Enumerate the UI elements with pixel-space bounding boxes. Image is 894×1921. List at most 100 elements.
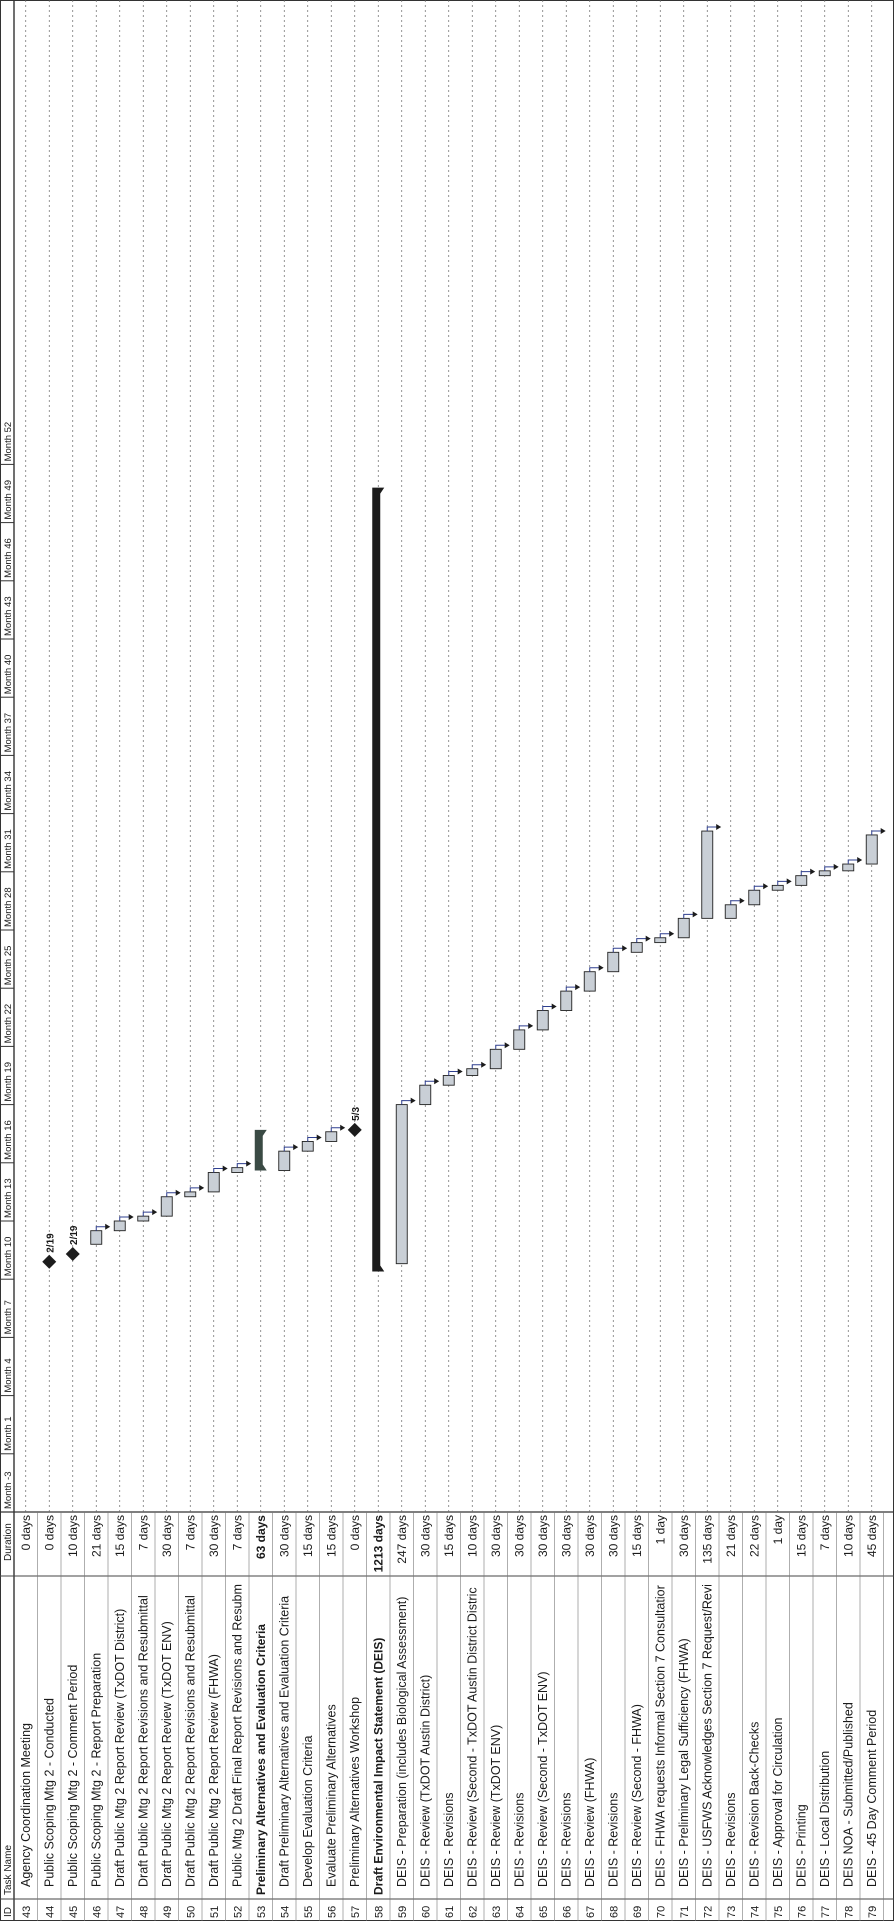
task-duration: 30 days <box>418 1515 432 1557</box>
task-name: DEIS NOA - Submitted/Published <box>841 1702 855 1887</box>
task-name: DEIS - Review (Second - FHWA) <box>630 1704 644 1887</box>
timescale-label: Month 22 <box>3 1004 14 1044</box>
dependency-link <box>871 830 885 835</box>
task-name: DEIS - Revisions <box>724 1793 738 1887</box>
task-id: 65 <box>538 1906 550 1918</box>
link-arrow <box>786 878 792 885</box>
timescale-label: Month 10 <box>3 1237 14 1277</box>
task-bar <box>536 1010 549 1031</box>
task-bar <box>513 1029 526 1050</box>
timescale-label: Month 7 <box>3 1300 14 1334</box>
dependency-link <box>683 913 697 919</box>
link-arrow <box>340 1124 346 1131</box>
milestone-label: 2/19 <box>69 1225 80 1245</box>
task-id: 55 <box>303 1906 315 1918</box>
task-bar <box>466 1068 479 1076</box>
task-duration: 15 days <box>794 1515 808 1557</box>
task-id: 51 <box>209 1906 221 1918</box>
dependency-link <box>142 1211 157 1217</box>
task-duration: 63 days <box>254 1515 268 1559</box>
task-id: 67 <box>585 1906 597 1918</box>
link-arrow <box>669 930 675 937</box>
task-bar <box>842 863 855 872</box>
task-id: 68 <box>608 1906 620 1918</box>
task-duration: 30 days <box>207 1515 221 1557</box>
task-bar <box>677 917 690 939</box>
link-arrow <box>810 868 816 875</box>
task-id: 45 <box>68 1906 80 1918</box>
task-name: DEIS - Printing <box>794 1804 808 1887</box>
task-id: 44 <box>44 1906 56 1918</box>
dependency-link <box>471 1064 486 1069</box>
task-duration: 30 days <box>606 1515 620 1557</box>
dependency-link <box>495 1044 509 1050</box>
link-arrow <box>246 1160 252 1167</box>
task-duration: 22 days <box>747 1515 761 1557</box>
link-arrow <box>222 1165 228 1172</box>
task-id: 63 <box>491 1906 503 1918</box>
task-name: Draft Public Mtg 2 Report Review (FHWA) <box>207 1654 221 1887</box>
task-duration: 45 days <box>865 1515 879 1557</box>
dependency-link <box>95 1226 110 1231</box>
task-bar <box>560 990 573 1011</box>
task-id: 79 <box>867 1906 879 1918</box>
task-id: 64 <box>514 1906 526 1918</box>
task-name: DEIS - Preliminary Legal Sufficiency (FH… <box>677 1638 691 1887</box>
task-name: DEIS - Review (Second - TxDOT ENV) <box>536 1671 550 1887</box>
task-name: Preliminary Alternatives Workshop <box>348 1697 362 1887</box>
link-arrow <box>692 911 698 918</box>
task-id: 58 <box>373 1906 385 1918</box>
dependency-link <box>824 866 838 871</box>
task-duration: 135 days <box>700 1515 714 1564</box>
link-arrow <box>551 1003 557 1010</box>
task-name: DEIS - Review (FHWA) <box>583 1758 597 1887</box>
task-name: DEIS - Review (TxDOT ENV) <box>489 1725 503 1887</box>
dependency-link <box>189 1187 204 1192</box>
task-duration: 15 days <box>630 1515 644 1557</box>
task-name: Draft Public Mtg 2 Report Revisions and … <box>183 1595 197 1887</box>
milestone-diamond <box>42 1254 57 1269</box>
timescale-label: Month 25 <box>3 946 14 986</box>
timescale-label: Month 1 <box>3 1416 14 1450</box>
link-arrow <box>175 1189 181 1196</box>
task-id: 66 <box>561 1906 573 1918</box>
task-bar <box>583 971 596 992</box>
link-arrow <box>434 1078 440 1085</box>
task-name: DEIS - Review (Second - TxDOT Austin Dis… <box>465 1587 479 1887</box>
task-duration: 7 days <box>136 1515 150 1550</box>
task-bar <box>419 1084 432 1106</box>
task-name: Public Scoping Mtg 2 - Report Preparatio… <box>89 1653 103 1887</box>
task-id: 70 <box>655 1906 667 1918</box>
task-duration: 1 day <box>653 1515 667 1544</box>
task-name: Draft Preliminary Alternatives and Evalu… <box>277 1596 291 1887</box>
task-bar <box>160 1196 173 1217</box>
timescale-label: Month 40 <box>3 655 14 695</box>
task-bar <box>442 1075 455 1086</box>
link-arrow <box>716 824 722 831</box>
dependency-link <box>542 1006 556 1011</box>
link-arrow <box>598 964 604 971</box>
task-bar <box>818 870 831 877</box>
dependency-link <box>166 1192 180 1197</box>
timescale-label: Month 4 <box>3 1358 14 1392</box>
task-name: Agency Coordination Meeting <box>19 1723 33 1887</box>
timescale-label: Month 52 <box>3 422 14 462</box>
timescale-label: Month 43 <box>3 596 14 636</box>
task-duration: 15 days <box>442 1515 456 1557</box>
task-duration: 1 day <box>771 1515 785 1544</box>
task-name: Draft Public Mtg 2 Report Review (TxDOT … <box>160 1621 174 1887</box>
task-duration: 30 days <box>160 1515 174 1557</box>
task-id: 76 <box>796 1906 808 1918</box>
timescale-label: Month 46 <box>3 538 14 578</box>
link-arrow <box>128 1214 134 1220</box>
task-duration: 10 days <box>465 1515 479 1557</box>
header-id: ID <box>3 1907 14 1917</box>
task-duration: 30 days <box>489 1515 503 1557</box>
task-name: Public Scoping Mtg 2 - Conducted <box>42 1698 56 1887</box>
task-bar <box>395 1104 408 1265</box>
task-bar <box>184 1191 197 1198</box>
task-id: 57 <box>350 1906 362 1918</box>
task-id: 71 <box>679 1906 691 1918</box>
task-name: Evaluate Preliminary Alternatives <box>324 1704 338 1887</box>
link-arrow <box>575 984 581 991</box>
